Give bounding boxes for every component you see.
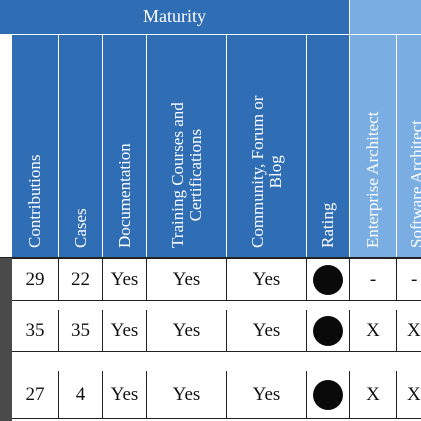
cell-community: Yes <box>227 310 307 352</box>
column-header-rating: Rating <box>307 34 350 258</box>
column-header-training: Training Courses and Certifications <box>147 34 227 258</box>
cell-software-architect: X <box>397 371 421 419</box>
column-header-cases: Cases <box>59 34 103 258</box>
rating-circle-icon <box>313 264 343 295</box>
column-label: Enterprise Architect <box>363 111 382 248</box>
cell-enterprise-architect: - <box>350 259 397 301</box>
cell-community: Yes <box>227 259 307 301</box>
cell-community: Yes <box>227 371 307 419</box>
column-label: Documentation <box>114 143 134 248</box>
cell-software-architect: - <box>397 259 421 301</box>
row-edge-bar <box>0 258 12 421</box>
column-label: Contributions <box>25 154 44 248</box>
cell-rating <box>307 259 350 301</box>
cell-cases: 4 <box>59 371 103 419</box>
column-header-contributions: Contributions <box>12 34 59 258</box>
column-header-enterprise-architect: Enterprise Architect <box>350 34 397 258</box>
cell-rating <box>307 371 350 419</box>
cell-cases: 22 <box>59 259 103 301</box>
cell-documentation: Yes <box>103 371 147 419</box>
cell-contributions: 29 <box>12 259 59 301</box>
cell-documentation: Yes <box>103 310 147 352</box>
column-label: Community, Forum or Blog <box>247 95 285 248</box>
cell-cases: 35 <box>59 310 103 352</box>
cell-training: Yes <box>147 371 227 419</box>
cell-documentation: Yes <box>103 259 147 301</box>
rating-circle-icon <box>313 315 343 346</box>
column-label: Training Courses and Certifications <box>167 102 205 248</box>
cell-training: Yes <box>147 310 227 352</box>
cell-enterprise-architect: X <box>350 310 397 352</box>
cell-software-architect: X <box>397 310 421 352</box>
header-divider <box>0 257 421 259</box>
rating-circle-icon <box>313 379 343 410</box>
column-label: Cases <box>70 208 90 248</box>
cell-contributions: 35 <box>12 310 59 352</box>
cell-rating <box>307 310 350 352</box>
cell-training: Yes <box>147 259 227 301</box>
maturity-group-header: Maturity <box>0 0 350 34</box>
cell-enterprise-architect: X <box>350 371 397 419</box>
column-header-software-architect: Software Architect <box>397 34 421 258</box>
column-header-community: Community, Forum or Blog <box>227 34 307 258</box>
column-label: Software Architect <box>406 120 421 248</box>
second-group-header <box>350 0 421 34</box>
column-label: Rating <box>318 202 337 248</box>
column-header-documentation: Documentation <box>103 34 147 258</box>
cell-contributions: 27 <box>12 371 59 419</box>
